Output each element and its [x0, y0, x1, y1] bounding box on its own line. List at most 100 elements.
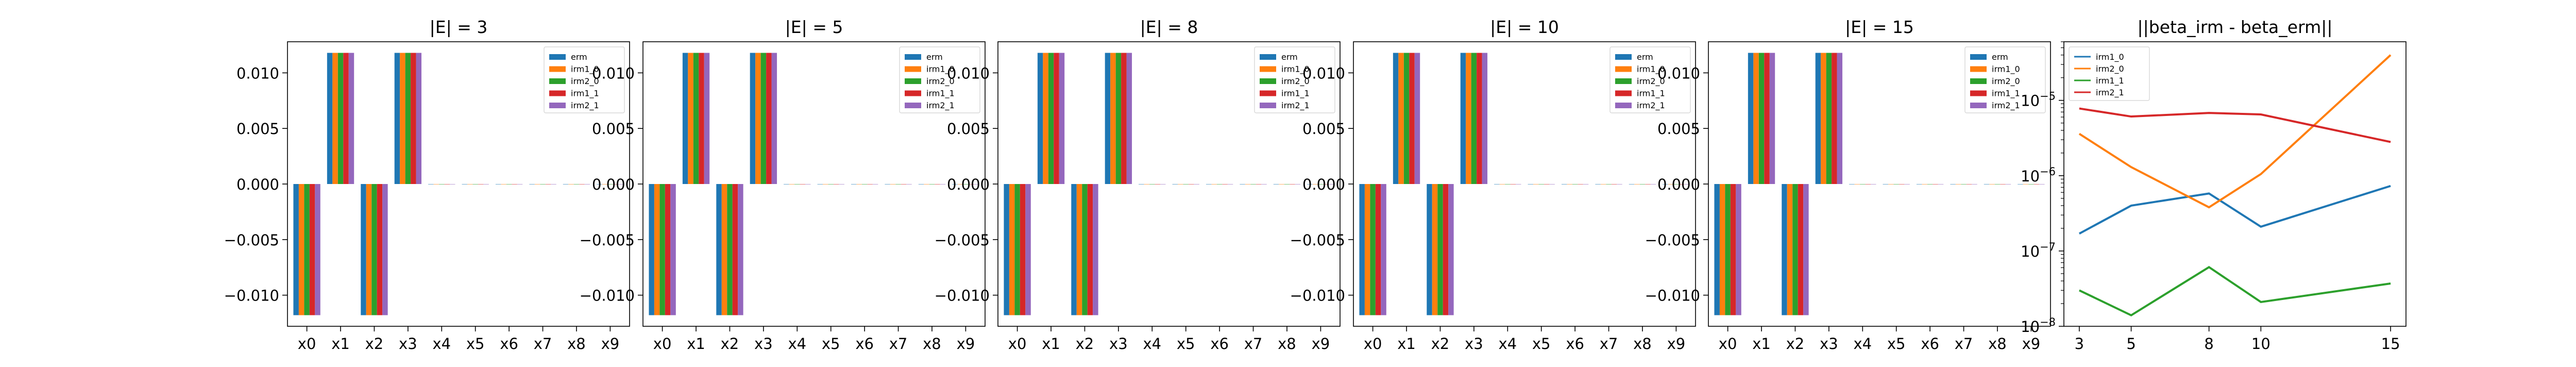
x-tick-label: x9	[957, 335, 975, 353]
bar-erm-x9	[952, 184, 958, 185]
bar-irm1_1-x6	[1578, 184, 1583, 185]
bar-erm-x2	[1071, 184, 1077, 315]
subplot-1: |E| = 3 −0.010 −0.005 0.000 0.005 0.010 x0 x1 x2…	[224, 17, 630, 353]
legend-swatch-irm1_0	[1260, 66, 1276, 72]
bar-irm2_0-x5	[1183, 184, 1189, 185]
bar-irm2_0-x7	[895, 184, 901, 185]
bar-erm-x1	[1748, 53, 1754, 184]
bar-irm2_0-x1	[1048, 53, 1054, 184]
bar-irm1_1-x2	[1087, 184, 1093, 315]
x-tick-label: x2	[1431, 335, 1450, 353]
bar-erm-x3	[1105, 53, 1111, 184]
legend-swatch-irm1_0	[905, 66, 921, 72]
x-tick-label: x1	[1042, 335, 1060, 353]
bar-irm1_1-x3	[1477, 53, 1482, 184]
bar-irm2_1-x1	[704, 53, 710, 184]
bar-irm2_0-x7	[1606, 184, 1612, 185]
x-tick-label: x4	[1143, 335, 1161, 353]
legend-label-irm1_0: irm1_0	[1992, 64, 2020, 75]
y-tick-label: −0.005	[935, 231, 990, 249]
bar-irm2_0-x6	[1572, 184, 1578, 185]
legend-swatch-erm	[549, 54, 566, 60]
bar-irm1_1-x2	[377, 184, 383, 315]
bar-irm2_1-x1	[1769, 53, 1775, 184]
legend-swatch-erm	[1260, 54, 1276, 60]
y-tick-label: 10−8	[2021, 316, 2056, 336]
legend-label-irm1_1: irm1_1	[1637, 89, 1665, 99]
bar-irm2_0-x4	[439, 184, 445, 185]
bar-irm2_0-x8	[1639, 184, 1646, 185]
bar-irm2_0-x8	[929, 184, 935, 185]
bar-irm2_1-x4	[1870, 184, 1876, 185]
x-tick-label: x5	[1887, 335, 1906, 353]
bar-irm1_1-x7	[545, 184, 551, 185]
bar-irm2_1-x3	[1837, 53, 1843, 184]
legend-label-erm: erm	[1637, 52, 1653, 62]
legend-label-irm2_0: irm2_0	[1281, 76, 1310, 87]
y-tick-label: −0.005	[1290, 231, 1345, 249]
bar-irm2_1-x4	[1160, 184, 1166, 185]
bar-irm2_1-x3	[771, 53, 777, 184]
line-irm1_1	[2079, 265, 2391, 316]
x-tick-label: x8	[567, 335, 586, 353]
bar-irm1_1-x4	[1155, 184, 1160, 185]
legend-label-irm1_1: irm1_1	[2096, 76, 2124, 86]
bar-erm-x1	[682, 53, 688, 184]
bar-irm1_0-x1	[1753, 53, 1759, 184]
x-tick-label: x7	[889, 335, 908, 353]
bar-irm1_0-x8	[1989, 184, 1995, 185]
bar-irm2_1-x6	[1938, 184, 1944, 185]
bar-irm1_0-x9	[1668, 184, 1674, 185]
bar-irm2_1-x9	[974, 184, 979, 185]
bar-irm2_0-x2	[371, 184, 377, 315]
bar-irm2_1-x5	[1904, 184, 1910, 185]
bar-erm-x9	[2018, 184, 2023, 185]
bar-irm1_1-x7	[901, 184, 907, 185]
bar-irm1_1-x6	[1222, 184, 1228, 185]
bar-erm-x7	[1595, 184, 1601, 185]
bar-irm2_0-x4	[1505, 184, 1511, 185]
bar-irm1_1-x6	[512, 184, 517, 185]
bar-irm1_1-x1	[699, 53, 704, 184]
legend-swatch-irm1_1	[905, 90, 921, 96]
bar-irm2_0-x7	[540, 184, 546, 185]
legend-swatch-irm1_1	[1260, 90, 1276, 96]
bar-erm-x0	[1714, 184, 1720, 315]
bar-irm2_0-x2	[1082, 184, 1088, 315]
x-tick-label: x8	[1633, 335, 1652, 353]
bar-irm2_0-x9	[607, 184, 613, 185]
bar-irm1_0-x1	[1398, 53, 1404, 184]
bar-irm1_0-x2	[1076, 184, 1082, 315]
legend-label-irm2_1: irm2_1	[1992, 101, 2020, 111]
y-tick-label: 0.005	[1657, 120, 1700, 138]
bar-irm1_0-x7	[1600, 184, 1606, 185]
legend-swatch-irm2_0	[905, 78, 921, 84]
x-tick-label: 8	[2204, 335, 2213, 353]
bar-erm-x7	[1240, 184, 1245, 185]
legend-box	[1609, 46, 1691, 113]
bar-irm1_0-x8	[1634, 184, 1640, 185]
x-tick-label: x4	[1498, 335, 1517, 353]
bar-irm2_1-x3	[1482, 53, 1488, 184]
legend-label-irm2_0: irm2_0	[2096, 64, 2124, 74]
bar-irm2_0-x9	[1673, 184, 1679, 185]
bar-irm1_0-x3	[400, 53, 405, 184]
x-tick-label: x0	[1719, 335, 1737, 353]
x-tick-label: 3	[2075, 335, 2084, 353]
bar-irm1_0-x3	[1821, 53, 1826, 184]
bar-irm1_1-x0	[1375, 184, 1381, 315]
subplot-5: |E| = 15 −0.010 −0.005 0.000 0.005 0.010 x0 x1 x…	[1645, 17, 2051, 353]
bar-irm1_1-x8	[1645, 184, 1651, 185]
y-tick-label: 0.005	[592, 120, 635, 138]
bar-irm2_0-x0	[304, 184, 310, 315]
bar-irm2_0-x0	[1370, 184, 1376, 315]
x-tick-label: x6	[1566, 335, 1584, 353]
bar-erm-x5	[462, 184, 468, 185]
legend-label-irm1_0: irm1_0	[1637, 64, 1665, 75]
bar-irm2_0-x0	[659, 184, 665, 315]
bar-irm1_1-x5	[1188, 184, 1194, 185]
x-tick-label: x6	[500, 335, 518, 353]
bar-irm1_0-x7	[1955, 184, 1961, 185]
legend-swatch-irm1_1	[549, 90, 566, 96]
bar-irm1_0-x0	[1719, 184, 1725, 315]
